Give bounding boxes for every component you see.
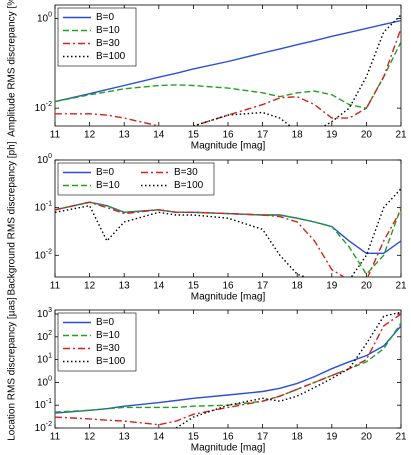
x-tick-label: 18 xyxy=(292,281,304,292)
x-tick-label: 13 xyxy=(119,281,131,292)
x-tick-label: 17 xyxy=(257,432,269,443)
x-tick-label: 16 xyxy=(222,130,234,141)
y-tick-label: 10-2 xyxy=(35,101,52,114)
y-tick-label: 10-1 xyxy=(35,398,52,411)
line-series xyxy=(55,28,401,126)
legend-label: B=10 xyxy=(96,180,120,191)
x-tick-label: 20 xyxy=(361,130,373,141)
x-axis-label: Magnitude [mag] xyxy=(191,443,266,454)
y-tick-label: 10-2 xyxy=(35,421,52,434)
x-tick-label: 17 xyxy=(257,281,269,292)
x-tick-label: 11 xyxy=(50,281,61,292)
x-tick-label: 16 xyxy=(222,281,234,292)
legend-label: B=30 xyxy=(96,343,120,354)
x-axis-label: Magnitude [mag] xyxy=(191,292,266,303)
series-group xyxy=(55,311,401,428)
legend-label: B=30 xyxy=(174,167,198,178)
x-tick-label: 11 xyxy=(50,432,61,443)
y-tick-label: 103 xyxy=(37,307,52,320)
legend-label: B=100 xyxy=(96,51,126,62)
x-tick-label: 12 xyxy=(84,281,96,292)
y-tick-label: 100 xyxy=(37,11,52,24)
y-axis-label: Background RMS discrepancy [ph] xyxy=(7,141,18,295)
x-tick-label: 12 xyxy=(84,130,96,141)
legend-label: B=10 xyxy=(96,330,120,341)
x-tick-label: 13 xyxy=(119,432,131,443)
x-tick-label: 19 xyxy=(326,432,338,443)
line-series xyxy=(55,41,401,109)
y-tick-label: 10-2 xyxy=(35,248,52,261)
legend-label: B=100 xyxy=(174,180,204,191)
legend-label: B=100 xyxy=(96,356,126,367)
x-tick-label: 13 xyxy=(119,130,131,141)
series-group xyxy=(55,14,401,126)
x-tick-label: 14 xyxy=(153,281,165,292)
x-tick-label: 12 xyxy=(84,432,96,443)
x-tick-label: 21 xyxy=(395,130,407,141)
x-tick-label: 14 xyxy=(153,432,165,443)
x-tick-label: 20 xyxy=(361,432,373,443)
legend-label: B=0 xyxy=(96,317,115,328)
legend-label: B=0 xyxy=(96,167,115,178)
x-tick-label: 14 xyxy=(153,130,165,141)
x-tick-label: 18 xyxy=(292,432,304,443)
x-tick-label: 20 xyxy=(361,281,373,292)
x-tick-label: 16 xyxy=(222,432,234,443)
line-series xyxy=(55,19,401,103)
line-series xyxy=(55,188,401,277)
x-tick-label: 17 xyxy=(257,130,269,141)
x-tick-label: 19 xyxy=(326,130,338,141)
x-tick-label: 15 xyxy=(188,432,200,443)
line-series xyxy=(55,201,401,277)
legend-label: B=0 xyxy=(96,12,115,23)
y-tick-label: 10-1 xyxy=(35,200,52,213)
legend-label: B=30 xyxy=(96,38,120,49)
y-tick-label: 102 xyxy=(37,330,52,343)
legend-label: B=10 xyxy=(96,25,120,36)
y-tick-label: 101 xyxy=(37,352,52,365)
x-tick-label: 21 xyxy=(395,281,407,292)
line-series xyxy=(193,14,401,126)
series-group xyxy=(55,188,401,277)
x-tick-label: 18 xyxy=(292,130,304,141)
line-series xyxy=(175,311,401,428)
line-series xyxy=(55,201,401,254)
x-tick-label: 15 xyxy=(188,130,200,141)
y-axis-label: Amplitude RMS discrepancy [%] xyxy=(7,0,18,137)
y-tick-label: 100 xyxy=(37,153,52,166)
y-axis-label: Location RMS discrepancy [µas] xyxy=(7,297,18,441)
legend-box xyxy=(57,162,215,196)
x-tick-label: 15 xyxy=(188,281,200,292)
x-axis-label: Magnitude [mag] xyxy=(191,141,266,152)
line-series xyxy=(55,313,401,426)
x-tick-label: 21 xyxy=(395,432,407,443)
x-tick-label: 11 xyxy=(50,130,61,141)
x-tick-label: 19 xyxy=(326,281,338,292)
y-tick-label: 100 xyxy=(37,375,52,388)
